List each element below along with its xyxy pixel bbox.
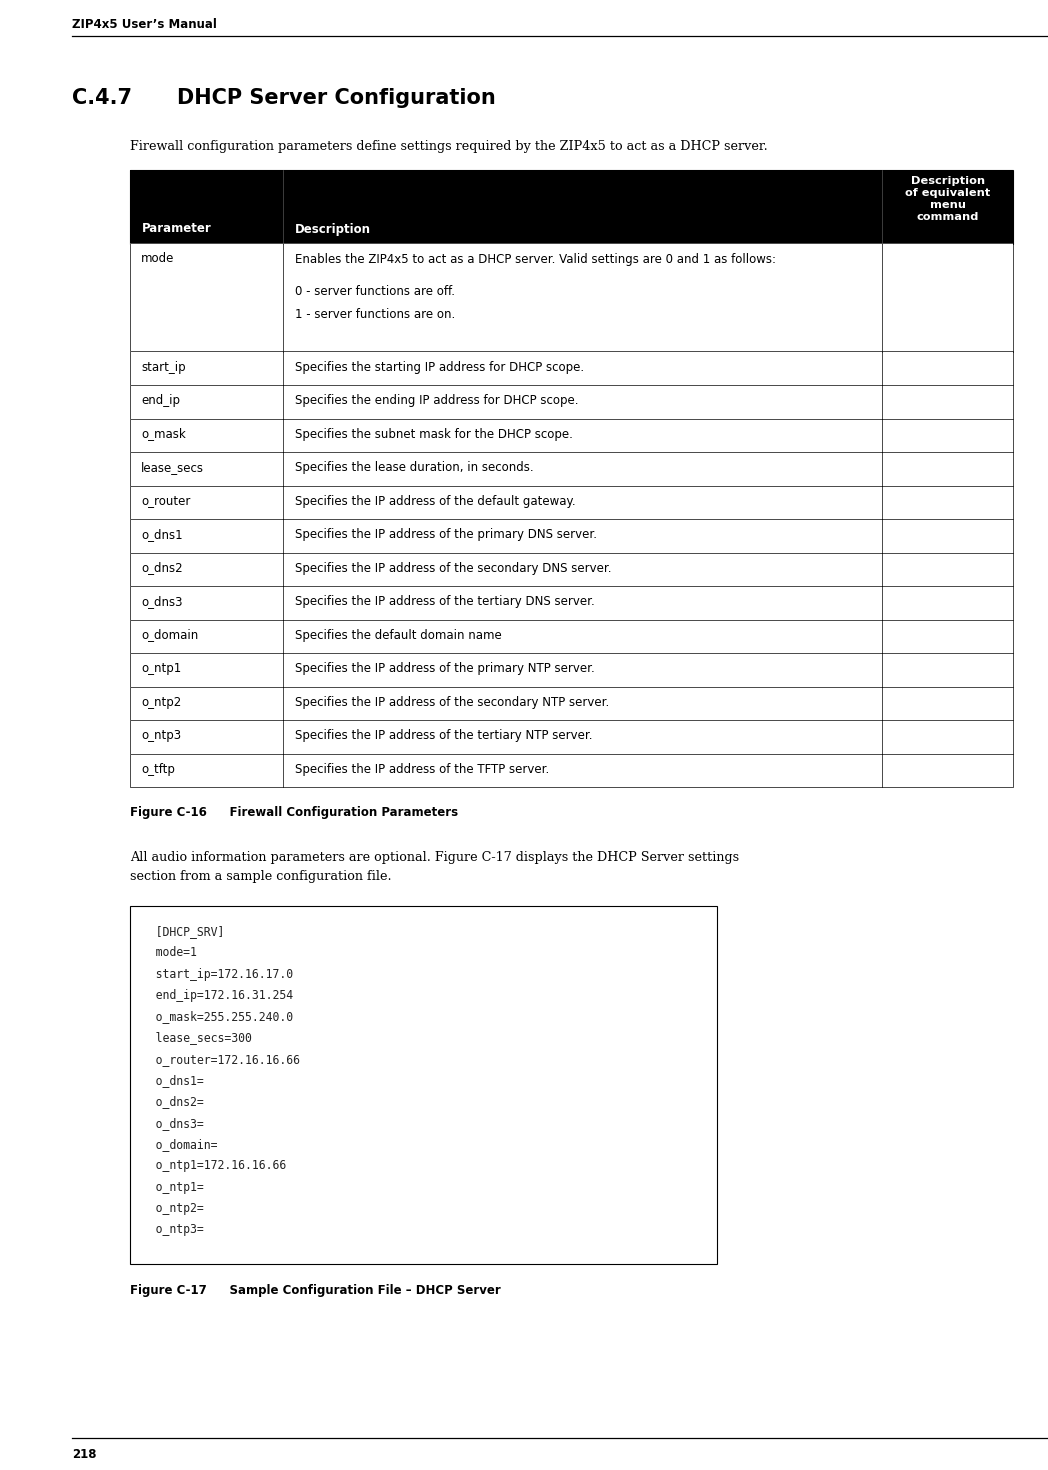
Bar	[130, 519, 1013, 553]
Bar	[130, 754, 1013, 786]
Bar	[130, 171, 1013, 244]
Bar	[130, 653, 1013, 686]
Bar	[130, 451, 1013, 485]
Bar	[130, 754, 1013, 786]
Text: o_dns3: o_dns3	[141, 595, 182, 609]
Text: 0 - server functions are off.: 0 - server functions are off.	[294, 285, 455, 298]
Text: lease_secs: lease_secs	[141, 462, 204, 473]
Text: Specifies the lease duration, in seconds.: Specifies the lease duration, in seconds…	[294, 462, 533, 473]
Text: o_router: o_router	[141, 494, 191, 507]
Bar	[130, 351, 1013, 385]
Bar	[130, 619, 1013, 653]
Text: Description: Description	[294, 222, 371, 235]
Bar	[130, 553, 1013, 587]
Bar	[130, 587, 1013, 619]
Text: o_dns1=: o_dns1=	[135, 1075, 203, 1088]
Text: All audio information parameters are optional. Figure C-17 displays the DHCP Ser: All audio information parameters are opt…	[130, 851, 739, 882]
Text: o_domain: o_domain	[141, 629, 198, 641]
Text: 218: 218	[72, 1448, 96, 1461]
Text: mode=1: mode=1	[135, 947, 197, 960]
Text: Specifies the IP address of the primary DNS server.: Specifies the IP address of the primary …	[294, 528, 596, 541]
Bar	[130, 720, 1013, 754]
Text: Specifies the ending IP address for DHCP scope.: Specifies the ending IP address for DHCP…	[294, 394, 578, 407]
Text: Parameter: Parameter	[141, 222, 212, 235]
Bar	[130, 587, 1013, 619]
Text: Description
of equivalent
menu
command: Description of equivalent menu command	[905, 176, 990, 222]
Text: Specifies the IP address of the secondary DNS server.: Specifies the IP address of the secondar…	[294, 562, 611, 575]
Text: Firewall Configuration Parameters: Firewall Configuration Parameters	[213, 806, 458, 819]
Text: o_ntp3=: o_ntp3=	[135, 1223, 203, 1236]
Bar	[130, 906, 717, 1264]
Text: mode: mode	[141, 253, 174, 266]
Text: start_ip=172.16.17.0: start_ip=172.16.17.0	[135, 967, 293, 980]
Text: end_ip=172.16.31.254: end_ip=172.16.31.254	[135, 989, 293, 1003]
Text: Figure C-16: Figure C-16	[130, 806, 206, 819]
Text: o_domain=: o_domain=	[135, 1138, 218, 1151]
Text: o_ntp1: o_ntp1	[141, 662, 181, 675]
Bar	[130, 686, 1013, 720]
Bar	[130, 451, 1013, 485]
Text: Specifies the IP address of the secondary NTP server.: Specifies the IP address of the secondar…	[294, 695, 609, 709]
Text: o_mask=255.255.240.0: o_mask=255.255.240.0	[135, 1010, 293, 1023]
Text: end_ip: end_ip	[141, 394, 180, 407]
Bar	[130, 485, 1013, 519]
Text: Specifies the subnet mask for the DHCP scope.: Specifies the subnet mask for the DHCP s…	[294, 428, 572, 441]
Bar	[130, 385, 1013, 419]
Bar	[130, 553, 1013, 587]
Bar	[130, 351, 1013, 385]
Bar	[130, 171, 1013, 244]
Text: ZIP4x5 User’s Manual: ZIP4x5 User’s Manual	[72, 18, 217, 31]
Bar	[130, 385, 1013, 419]
Bar	[130, 244, 1013, 351]
Text: DHCP Server Configuration: DHCP Server Configuration	[177, 88, 496, 107]
Text: o_ntp3: o_ntp3	[141, 729, 181, 742]
Bar	[130, 619, 1013, 653]
Text: o_router=172.16.16.66: o_router=172.16.16.66	[135, 1053, 300, 1066]
Text: Sample Configuration File – DHCP Server: Sample Configuration File – DHCP Server	[213, 1283, 501, 1297]
Text: o_dns2=: o_dns2=	[135, 1095, 203, 1108]
Text: o_ntp1=172.16.16.66: o_ntp1=172.16.16.66	[135, 1160, 286, 1172]
Bar	[130, 244, 1013, 351]
Bar	[130, 419, 1013, 451]
Text: Specifies the IP address of the default gateway.: Specifies the IP address of the default …	[294, 494, 575, 507]
Text: o_mask: o_mask	[141, 428, 185, 441]
Text: Specifies the IP address of the tertiary DNS server.: Specifies the IP address of the tertiary…	[294, 595, 594, 609]
Bar	[130, 519, 1013, 553]
Text: lease_secs=300: lease_secs=300	[135, 1032, 252, 1045]
Text: Specifies the starting IP address for DHCP scope.: Specifies the starting IP address for DH…	[294, 360, 584, 373]
Bar	[130, 419, 1013, 451]
Text: start_ip: start_ip	[141, 360, 185, 373]
Text: o_tftp: o_tftp	[141, 763, 175, 776]
Text: [DHCP_SRV]: [DHCP_SRV]	[135, 925, 224, 938]
Text: Specifies the IP address of the primary NTP server.: Specifies the IP address of the primary …	[294, 662, 594, 675]
Text: C.4.7: C.4.7	[72, 88, 132, 107]
Text: Specifies the default domain name: Specifies the default domain name	[294, 629, 502, 641]
Text: Specifies the IP address of the TFTP server.: Specifies the IP address of the TFTP ser…	[294, 763, 549, 776]
Text: o_dns2: o_dns2	[141, 562, 182, 575]
Text: Enables the ZIP4x5 to act as a DHCP server. Valid settings are 0 and 1 as follow: Enables the ZIP4x5 to act as a DHCP serv…	[294, 253, 776, 266]
Text: o_ntp1=: o_ntp1=	[135, 1180, 203, 1194]
Text: o_ntp2: o_ntp2	[141, 695, 181, 709]
Text: Specifies the IP address of the tertiary NTP server.: Specifies the IP address of the tertiary…	[294, 729, 592, 742]
Text: o_dns3=: o_dns3=	[135, 1117, 203, 1130]
Text: Figure C-17: Figure C-17	[130, 1283, 206, 1297]
Text: Firewall configuration parameters define settings required by the ZIP4x5 to act : Firewall configuration parameters define…	[130, 140, 768, 153]
Bar	[130, 485, 1013, 519]
Bar	[130, 686, 1013, 720]
Text: o_ntp2=: o_ntp2=	[135, 1202, 203, 1214]
Bar	[130, 653, 1013, 686]
Text: 1 - server functions are on.: 1 - server functions are on.	[294, 307, 455, 320]
Bar	[130, 720, 1013, 754]
Text: o_dns1: o_dns1	[141, 528, 182, 541]
